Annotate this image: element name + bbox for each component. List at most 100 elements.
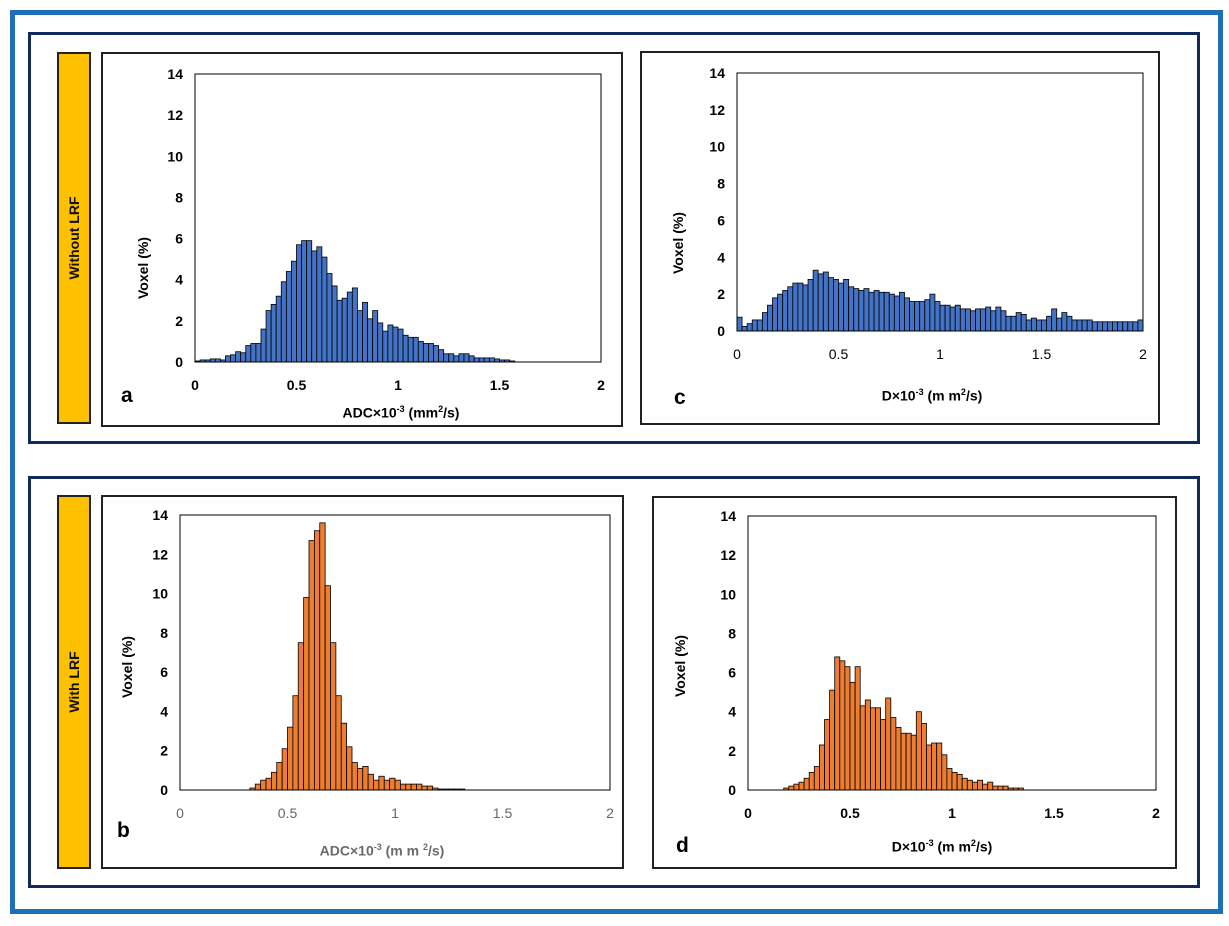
- y-tick-label: 14: [152, 507, 168, 523]
- histogram-bar: [453, 355, 460, 363]
- histogram-bar: [255, 343, 262, 363]
- y-tick-label: 14: [709, 65, 725, 81]
- histogram-bar: [468, 355, 475, 363]
- histogram-bar: [954, 304, 961, 332]
- histogram-bar: [308, 540, 315, 791]
- histogram-a: 0 2 4 6 8 10 12 14 0 0.5 1 1.5 2: [167, 66, 605, 393]
- histogram-bar: [230, 354, 236, 363]
- histogram-bar: [1025, 319, 1032, 332]
- panel-a: 0 2 4 6 8 10 12 14 0 0.5 1 1.5 2 Voxel (%) ADC×10-3 …: [101, 52, 623, 427]
- histogram-bar: [281, 748, 288, 791]
- x-tick-label: 1.5: [1044, 805, 1064, 821]
- histogram-bar: [919, 301, 926, 332]
- histogram-bar: [1117, 321, 1124, 332]
- histogram-bar: [280, 281, 287, 363]
- x-axis-label: ADC×10-3 (m m 2/s): [319, 842, 445, 859]
- x-tick-label: 0: [744, 805, 752, 821]
- histogram-b: 0 2 4 6 8 10 12 14 0 0.5 1 1.5 2: [152, 507, 614, 821]
- y-tick-label: 6: [160, 664, 168, 680]
- histogram-bar: [827, 277, 834, 332]
- histogram-bar: [813, 766, 820, 791]
- histogram-bar: [303, 597, 310, 791]
- histogram-bar: [904, 297, 910, 332]
- panel-letter: c: [674, 386, 686, 409]
- histogram-bar: [245, 345, 252, 363]
- histogram-bar: [980, 308, 987, 332]
- x-tick-label: 2: [1152, 805, 1160, 821]
- x-tick-label: 1.5: [1032, 346, 1052, 362]
- histogram-bar: [405, 783, 412, 791]
- histogram-bar: [971, 781, 978, 791]
- histogram-bar: [970, 310, 976, 332]
- histogram-bar: [736, 316, 743, 332]
- histogram-bar: [751, 319, 758, 332]
- histogram-bar: [914, 301, 921, 332]
- histogram-bar: [946, 768, 953, 791]
- histogram-bar: [1101, 321, 1108, 332]
- histogram-bar: [746, 323, 753, 332]
- x-tick-label: 0.5: [278, 805, 298, 821]
- histogram-bar: [833, 278, 839, 332]
- histogram-bar: [777, 293, 784, 332]
- histogram-bar: [443, 353, 450, 363]
- histogram-bar: [1112, 321, 1119, 332]
- row-with-lrf: [28, 476, 1200, 888]
- histogram-bar: [939, 304, 946, 332]
- histogram-bar: [985, 306, 992, 332]
- histogram-bar: [1086, 319, 1093, 332]
- histogram-bar: [346, 291, 353, 363]
- histogram-bar: [802, 284, 809, 332]
- x-tick-label: 0: [191, 377, 199, 393]
- histogram-bar: [321, 256, 328, 363]
- histogram-bar: [316, 246, 323, 363]
- histogram-bar: [883, 291, 890, 332]
- histogram-bar: [910, 734, 917, 791]
- histogram-bar: [1002, 785, 1009, 791]
- y-tick-label: 10: [167, 148, 183, 164]
- histogram-bar: [767, 304, 773, 332]
- histogram-bar: [250, 343, 257, 363]
- histogram-bar: [863, 288, 870, 332]
- y-tick-label: 0: [175, 354, 183, 370]
- histogram-bar: [421, 785, 428, 791]
- panel-letter: a: [121, 384, 133, 407]
- y-tick-label: 2: [175, 313, 183, 329]
- histogram-bar: [270, 303, 277, 363]
- histogram-bar: [853, 288, 860, 332]
- x-tick-label: 1: [391, 805, 399, 821]
- y-tick-label: 8: [728, 625, 736, 641]
- histogram-bar: [1061, 312, 1068, 332]
- histogram-bar: [326, 273, 333, 363]
- histogram-bar: [367, 318, 374, 363]
- panel-b: 0 2 4 6 8 10 12 14 0 0.5 1 1.5 2 Voxel (%) ADC×10-3 …: [101, 495, 624, 869]
- histogram-bar: [890, 717, 897, 791]
- histogram-bar: [463, 353, 470, 363]
- histogram-bar: [340, 722, 348, 791]
- y-tick-label: 2: [717, 286, 725, 302]
- histogram-bar: [410, 783, 417, 791]
- y-tick-label: 12: [720, 547, 736, 563]
- histogram-bar: [858, 290, 865, 332]
- histogram-bar: [240, 352, 247, 363]
- histogram-bar: [990, 310, 997, 332]
- x-tick-label: 1: [936, 346, 944, 362]
- histogram-bar: [977, 779, 983, 791]
- histogram-bar: [878, 291, 885, 332]
- histogram-bar: [1041, 319, 1047, 332]
- histogram-bar: [382, 330, 389, 363]
- y-tick-label: 10: [709, 139, 725, 155]
- histogram-bar: [839, 660, 846, 791]
- histogram-bar: [341, 297, 348, 363]
- histogram-bar: [982, 783, 989, 791]
- histogram-bar: [416, 783, 423, 791]
- y-axis-label: Voxel (%): [672, 635, 688, 697]
- histogram-bar: [966, 779, 973, 791]
- x-axis-label: ADC×10-3 (mm2/s): [342, 404, 460, 421]
- y-tick-label: 12: [167, 107, 183, 123]
- histogram-bar: [426, 785, 434, 791]
- histogram-bar: [761, 312, 768, 332]
- histogram-bar: [1010, 315, 1017, 332]
- histogram-bar: [389, 777, 396, 791]
- histogram-bar: [848, 286, 855, 332]
- histogram-bar: [854, 666, 861, 791]
